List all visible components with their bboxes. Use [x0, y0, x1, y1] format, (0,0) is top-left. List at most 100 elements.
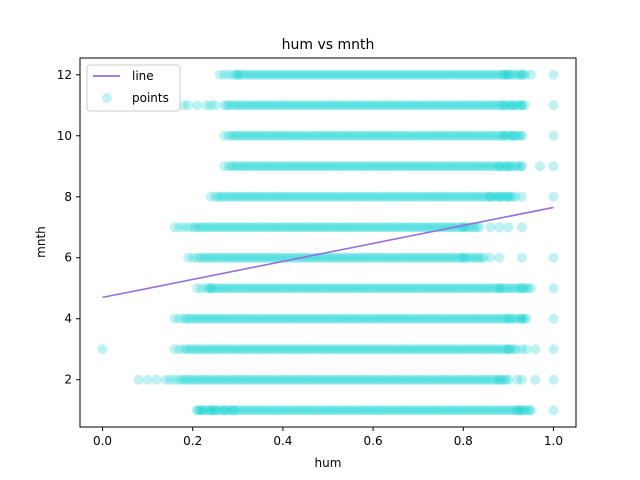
scatter-point — [315, 130, 326, 141]
scatter-point — [503, 69, 514, 80]
scatter-point — [416, 252, 427, 263]
scatter-point — [312, 222, 323, 233]
scatter-point — [489, 100, 500, 111]
scatter-point — [316, 344, 327, 355]
scatter-point — [440, 130, 451, 141]
scatter-point — [243, 252, 254, 263]
scatter-point — [209, 374, 220, 385]
scatter-point — [494, 161, 505, 172]
scatter-point — [400, 252, 411, 263]
scatter-point — [362, 405, 373, 416]
scatter-point — [503, 313, 514, 324]
scatter-point — [362, 100, 373, 111]
scatter-point — [479, 283, 490, 294]
scatter-point — [267, 100, 278, 111]
scatter-point — [499, 161, 510, 172]
scatter-point — [405, 313, 416, 324]
scatter-point — [235, 313, 246, 324]
scatter-point — [349, 313, 360, 324]
scatter-point — [430, 405, 441, 416]
scatter-point — [443, 313, 454, 324]
scatter-point — [345, 161, 356, 172]
scatter-point — [267, 191, 278, 202]
scatter-point — [480, 161, 491, 172]
points-layer — [97, 69, 559, 416]
scatter-point — [278, 313, 289, 324]
scatter-point — [357, 313, 368, 324]
scatter-point — [338, 100, 349, 111]
scatter-point — [505, 130, 516, 141]
scatter-point — [300, 344, 311, 355]
scatter-point — [385, 374, 396, 385]
scatter-point — [270, 252, 281, 263]
scatter-point — [360, 222, 371, 233]
legend-line-label: line — [132, 69, 154, 83]
scatter-point — [430, 344, 441, 355]
scatter-point — [325, 374, 336, 385]
scatter-point — [488, 161, 499, 172]
scatter-point — [382, 283, 393, 294]
scatter-point — [355, 69, 366, 80]
scatter-point — [293, 222, 304, 233]
scatter-point — [277, 130, 288, 141]
scatter-point — [442, 69, 453, 80]
scatter-point — [258, 191, 269, 202]
scatter-point — [451, 313, 462, 324]
scatter-point — [271, 69, 282, 80]
scatter-point — [249, 283, 260, 294]
scatter-point — [323, 161, 334, 172]
scatter-point — [461, 161, 472, 172]
scatter-point — [249, 313, 260, 324]
scatter-point — [548, 313, 559, 324]
scatter-point — [254, 252, 265, 263]
scatter-point — [372, 191, 383, 202]
scatter-point — [480, 130, 491, 141]
y-axis: 2 4 6 8 10 12 — [57, 68, 80, 387]
scatter-point — [378, 100, 389, 111]
scatter-point — [254, 100, 265, 111]
scatter-point — [238, 100, 249, 111]
scatter-point — [448, 161, 459, 172]
scatter-point — [255, 69, 266, 80]
scatter-point — [311, 100, 322, 111]
scatter-point — [287, 69, 298, 80]
scatter-point — [249, 222, 260, 233]
scatter-point — [432, 191, 443, 202]
scatter-point — [516, 405, 527, 416]
scatter-point — [300, 252, 311, 263]
scatter-point — [470, 313, 481, 324]
scatter-point — [500, 405, 511, 416]
scatter-point — [304, 191, 315, 202]
scatter-point — [248, 130, 259, 141]
scatter-point — [508, 344, 519, 355]
scatter-point — [516, 100, 527, 111]
scatter-point — [397, 252, 408, 263]
scatter-point — [228, 374, 239, 385]
scatter-point — [424, 100, 435, 111]
scatter-point — [227, 100, 238, 111]
scatter-point — [187, 252, 198, 263]
x-axis: 0.0 0.2 0.4 0.6 0.8 1.0 — [93, 427, 563, 448]
scatter-point — [305, 313, 316, 324]
scatter-point — [214, 374, 225, 385]
scatter-point — [388, 161, 399, 172]
scatter-point — [468, 252, 479, 263]
scatter-point — [238, 405, 249, 416]
scatter-point — [418, 191, 429, 202]
scatter-point — [205, 344, 216, 355]
scatter-point — [210, 191, 221, 202]
scatter-point — [316, 252, 327, 263]
scatter-point — [224, 100, 235, 111]
scatter-point — [347, 222, 358, 233]
scatter-point — [460, 283, 471, 294]
scatter-point — [422, 344, 433, 355]
scatter-point — [205, 100, 216, 111]
scatter-point — [342, 161, 353, 172]
scatter-point — [454, 100, 465, 111]
scatter-point — [318, 191, 329, 202]
scatter-point — [395, 100, 406, 111]
scatter-point — [276, 344, 287, 355]
scatter-point — [262, 313, 273, 324]
scatter-point — [451, 252, 462, 263]
scatter-point — [438, 405, 449, 416]
